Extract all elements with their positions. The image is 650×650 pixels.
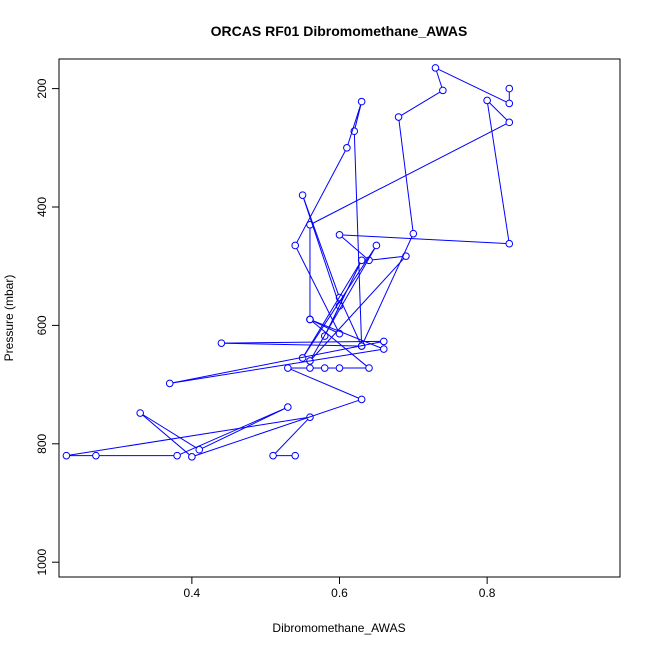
data-point	[298, 354, 307, 362]
data-point	[357, 97, 366, 106]
data-point	[505, 84, 514, 93]
series-segment	[487, 103, 510, 241]
data-point	[365, 256, 373, 265]
data-point	[269, 451, 277, 460]
series-segment	[303, 198, 339, 303]
plot-frame	[58, 58, 621, 578]
chart-title: ORCAS RF01 Dibromomethane_AWAS	[211, 23, 468, 39]
data-point	[62, 451, 71, 460]
data-point	[284, 403, 292, 411]
series-segment	[312, 320, 337, 333]
x-tick-label: 0.8	[479, 586, 496, 600]
data-point	[173, 451, 181, 460]
series-segment	[274, 419, 309, 454]
data-point	[394, 113, 403, 121]
series-segment	[142, 414, 190, 456]
data-point	[306, 413, 314, 421]
series-segment	[296, 150, 346, 243]
axes: 0.4 0.6 0.8 200 400 600 800 1000	[35, 78, 496, 600]
series-segment	[342, 234, 507, 245]
x-tick-label: 0.6	[331, 586, 348, 600]
series-segment	[224, 340, 381, 344]
data-point	[343, 144, 351, 152]
series-segment	[311, 248, 376, 359]
data-point	[306, 315, 314, 324]
y-tick-label: 600	[35, 315, 49, 335]
series-segment	[312, 123, 507, 224]
data-point	[379, 337, 388, 346]
data-point	[335, 302, 344, 310]
y-tick-label: 800	[35, 433, 49, 453]
data-point	[372, 241, 381, 250]
y-axis-label: Pressure (mbar)	[2, 275, 16, 362]
data-point	[379, 345, 388, 353]
data-point	[350, 127, 359, 136]
data-point	[188, 453, 196, 461]
data-point	[335, 364, 344, 372]
data-point	[320, 332, 329, 340]
series-segment	[340, 300, 361, 344]
data-point	[505, 99, 514, 108]
data-point	[217, 339, 226, 347]
y-tick-label: 400	[35, 197, 49, 217]
series-segment	[290, 368, 359, 399]
data-point	[483, 96, 491, 105]
series-segment	[438, 68, 507, 103]
y-tick-label: 1000	[35, 549, 49, 576]
data-point	[92, 451, 100, 460]
data-point	[409, 229, 418, 238]
series-segment	[347, 104, 362, 145]
series-segment	[202, 408, 286, 449]
series-segment	[172, 349, 381, 384]
series-segment	[354, 104, 362, 129]
data-point	[320, 364, 329, 372]
data-point	[165, 379, 174, 388]
x-tick-label: 0.4	[184, 586, 201, 600]
series-segment	[142, 414, 197, 449]
series-segment	[194, 399, 359, 457]
series-segment	[489, 102, 508, 121]
series-segment	[303, 262, 361, 356]
data-point	[284, 364, 292, 372]
series-segment	[69, 417, 307, 456]
series-segment	[398, 120, 414, 231]
series-segment	[224, 342, 359, 347]
series-segment	[362, 236, 413, 344]
data-point	[402, 252, 410, 260]
series-segment	[341, 236, 367, 259]
data-point	[505, 239, 514, 248]
series-segment	[296, 248, 339, 331]
data-point	[439, 86, 447, 95]
y-tick-label: 200	[35, 78, 49, 98]
data-point	[291, 451, 300, 460]
data-point	[306, 220, 314, 229]
data-point	[357, 256, 366, 265]
data-point	[136, 409, 144, 417]
series-segment	[172, 341, 381, 384]
data-point	[291, 241, 300, 250]
series-segment	[372, 256, 403, 261]
series-segment	[353, 134, 363, 343]
data-point	[298, 191, 307, 199]
series-segment	[401, 91, 441, 116]
x-axis-label: Dibromomethane_AWAS	[272, 621, 405, 635]
data-series	[62, 64, 514, 461]
data-point	[195, 445, 204, 454]
data-point	[357, 342, 366, 350]
data-point	[306, 364, 314, 372]
data-point	[365, 364, 373, 372]
series-segment	[436, 70, 443, 88]
data-point	[335, 293, 344, 302]
data-point	[306, 357, 314, 365]
series-segment	[311, 258, 405, 359]
series-segment	[303, 247, 376, 356]
data-point	[431, 64, 440, 72]
data-point	[505, 118, 514, 127]
data-point	[357, 395, 366, 404]
data-point	[335, 231, 344, 239]
data-point	[335, 329, 344, 338]
